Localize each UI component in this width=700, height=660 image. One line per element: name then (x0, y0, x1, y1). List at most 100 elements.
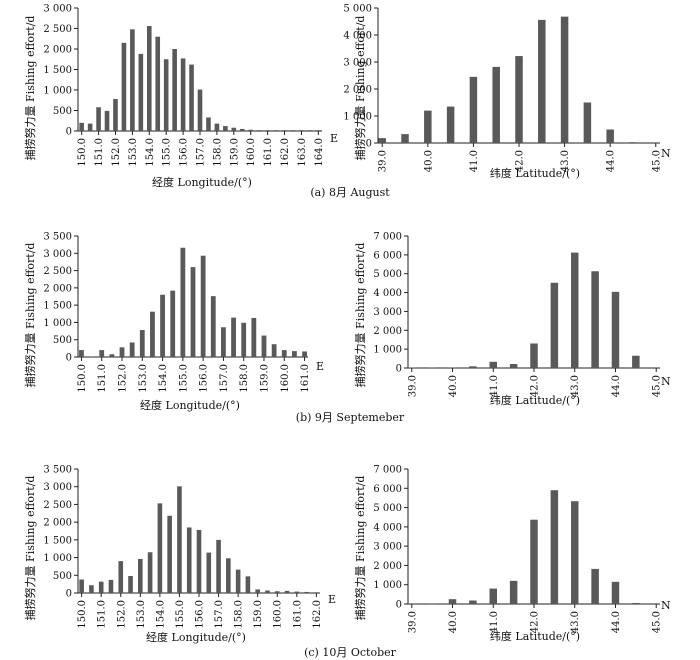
y-tick-label: 3 000 (43, 249, 72, 260)
y-tick-label: 5 000 (373, 269, 402, 280)
bar (560, 16, 569, 143)
y-tick-label: 3 000 (43, 482, 72, 493)
y-tick-label: 3 000 (43, 4, 72, 15)
bar (118, 561, 124, 593)
x-axis-unit: E (330, 132, 338, 145)
bar (629, 142, 637, 143)
bar (284, 590, 290, 593)
bar (190, 267, 196, 357)
x-tick-label: 150.0 (77, 600, 88, 629)
x-tick-label: 155.0 (178, 364, 189, 393)
x-tick-label: 152.0 (118, 364, 129, 393)
bar (611, 291, 620, 368)
x-axis-unit: N (661, 375, 671, 388)
y-tick-label: 7 000 (373, 232, 402, 243)
panel-a-longitude: 捕捞努力量 Fishing effort/d 经度 Longitude/(°) … (23, 4, 338, 190)
x-axis-label: 纬度 Latitude/(°) (490, 393, 580, 407)
bar (189, 64, 194, 131)
x-tick-label: 41.0 (489, 375, 500, 397)
bar (241, 322, 247, 357)
bar (177, 486, 182, 593)
x-tick-label: 159.0 (253, 600, 264, 629)
bar (583, 102, 592, 143)
bar (294, 591, 300, 593)
bar (89, 585, 94, 593)
x-tick-label: 39.0 (378, 150, 389, 172)
bar (104, 110, 110, 131)
bar (113, 99, 118, 131)
y-tick-label: 5 000 (373, 503, 402, 514)
y-tick-label: 1 000 (373, 345, 402, 356)
x-tick-label: 157.0 (214, 600, 225, 629)
bar (292, 351, 297, 357)
bar (530, 343, 538, 368)
panel-c-longitude: 捕捞努力量 Fishing effort/d 经度 Longitude/(°) … (23, 465, 336, 645)
bar (273, 130, 279, 131)
x-tick-label: 42.0 (515, 150, 526, 172)
y-axis-label: 捕捞努力量 Fishing effort/d (353, 243, 367, 388)
x-tick-label: 162.0 (280, 138, 291, 167)
y-axis-label: 捕捞努力量 Fishing effort/d (353, 16, 367, 161)
y-tick-label: 3 000 (373, 542, 402, 553)
bar (591, 271, 599, 368)
bar (163, 59, 169, 131)
bar (138, 558, 143, 593)
x-axis-unit: N (661, 147, 671, 160)
bar (239, 128, 245, 131)
y-tick-label: 0 (66, 353, 72, 364)
bar (221, 327, 226, 357)
x-tick-label: 43.0 (560, 150, 571, 172)
y-tick-label: 500 (53, 106, 72, 117)
y-tick-label: 1 000 (43, 553, 72, 564)
x-tick-label: 156.0 (195, 600, 206, 629)
bar (469, 76, 478, 143)
x-tick-label: 158.0 (239, 364, 250, 393)
bar (235, 569, 241, 593)
y-tick-label: 2 000 (43, 518, 72, 529)
bar (570, 252, 579, 368)
bar (255, 589, 260, 593)
bar (214, 123, 220, 131)
bar (446, 106, 455, 143)
y-tick-label: 0 (366, 139, 372, 150)
y-axis-label: 捕捞努力量 Fishing effort/d (23, 16, 37, 161)
bar (155, 36, 161, 132)
bar (119, 347, 125, 357)
y-axis-label: 捕捞努力量 Fishing effort/d (23, 243, 37, 388)
x-axis-unit: N (661, 599, 671, 612)
bar (98, 581, 104, 593)
x-tick-label: 162.0 (312, 600, 323, 629)
x-tick-label: 151.0 (97, 364, 108, 393)
y-tick-label: 3 500 (43, 232, 72, 243)
x-tick-label: 152.0 (111, 138, 122, 167)
bar (538, 19, 546, 144)
bar (180, 247, 186, 357)
bar (428, 367, 436, 368)
bar (424, 110, 432, 143)
bar (469, 366, 477, 368)
x-axis-unit: E (316, 360, 324, 373)
x-tick-label: 164.0 (314, 138, 325, 167)
bar (96, 107, 101, 131)
bar (245, 576, 251, 593)
y-tick-label: 2 500 (43, 266, 72, 277)
y-tick-label: 4 000 (373, 522, 402, 533)
bar (274, 591, 280, 593)
bar (99, 350, 105, 357)
y-tick-label: 3 500 (43, 465, 72, 476)
x-tick-label: 151.0 (94, 138, 105, 167)
bar (290, 130, 296, 131)
bar (186, 527, 192, 593)
bar (530, 519, 538, 604)
x-tick-label: 156.0 (179, 138, 190, 167)
bar (428, 603, 436, 604)
y-tick-label: 2 500 (43, 500, 72, 511)
x-tick-label: 43.0 (570, 375, 581, 397)
bar (271, 344, 277, 357)
y-tick-label: 0 (66, 127, 72, 138)
x-tick-label: 154.0 (155, 600, 166, 629)
x-tick-label: 151.0 (97, 600, 108, 629)
x-tick-label: 150.0 (77, 138, 88, 167)
panel-b-latitude: 捕捞努力量 Fishing effort/d 纬度 Latitude/(°) N… (353, 232, 671, 408)
x-axis-label: 经度 Longitude/(°) (146, 630, 246, 644)
